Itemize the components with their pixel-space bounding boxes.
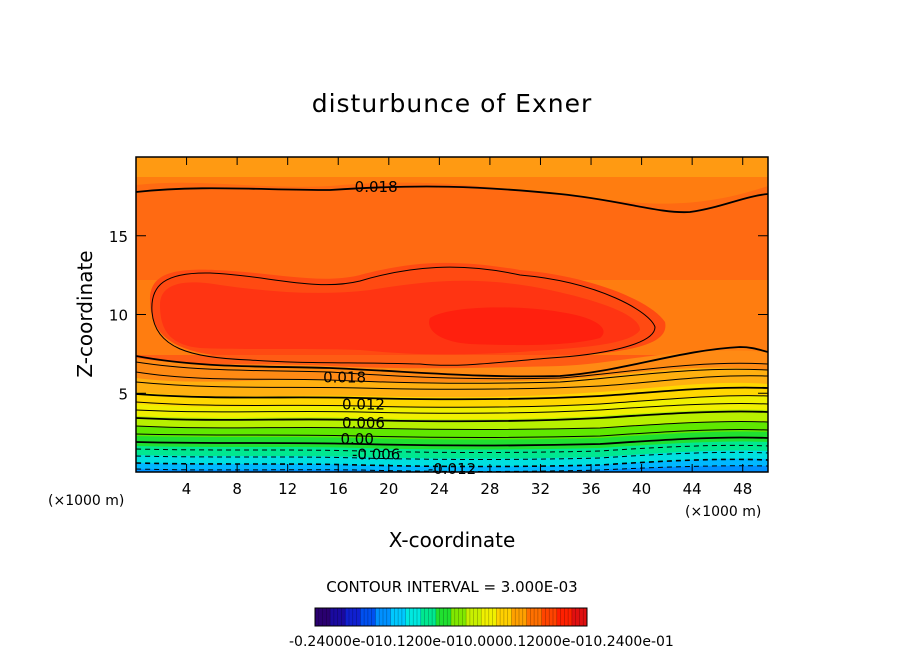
- contour-label-3: 0.006: [342, 414, 385, 432]
- contour-label-4: 0.00: [340, 430, 373, 448]
- x-units-left: (×1000 m): [48, 493, 124, 509]
- y-axis-label: Z-coordinate: [73, 250, 97, 377]
- colorbar-swatch-1: [330, 608, 346, 626]
- x-tick-label-7: 32: [531, 480, 550, 498]
- colorbar-swatch-9: [451, 608, 467, 626]
- y-tick-label-2: 15: [109, 228, 128, 246]
- colorbar-swatch-13: [511, 608, 528, 626]
- colorbar-swatch-8: [435, 608, 452, 626]
- colorbar-frame: [314, 607, 588, 627]
- colorbar-swatch-17: [571, 608, 588, 626]
- y-tick-label-0: 5: [118, 385, 128, 403]
- colorbar-swatch-15: [541, 608, 558, 626]
- x-units-right: (×1000 m): [685, 504, 761, 520]
- contour-fill: [136, 157, 768, 472]
- x-tick-label-10: 44: [683, 480, 702, 498]
- colorbar-swatch-0: [315, 608, 331, 626]
- contour-label-2: 0.012: [342, 395, 385, 413]
- contour-lines: [136, 185, 768, 472]
- x-tick-label-3: 16: [329, 480, 348, 498]
- x-tick-label-4: 20: [379, 480, 398, 498]
- x-axis: 4 8 12 16 20 24 28 32 36 40 44 48: [182, 157, 752, 498]
- x-tick-label-9: 40: [632, 480, 651, 498]
- colorbar-swatch-7: [420, 608, 437, 626]
- colorbar-swatch-12: [496, 608, 512, 626]
- x-tick-label-6: 28: [480, 480, 499, 498]
- y-tick-label-1: 10: [109, 307, 128, 325]
- x-tick-label-0: 4: [182, 480, 192, 498]
- x-tick-label-8: 36: [581, 480, 600, 498]
- colorbar-swatch-4: [375, 608, 392, 626]
- contour-label-6: -0.012: [428, 460, 476, 478]
- colorbar-swatch-11: [481, 608, 497, 626]
- contour-interval-text: CONTOUR INTERVAL = 3.000E-03: [326, 578, 577, 596]
- colorbar: [315, 608, 588, 626]
- x-axis-label: X-coordinate: [389, 528, 516, 552]
- contour-label-1: 0.018: [323, 369, 366, 387]
- x-tick-label-2: 12: [278, 480, 297, 498]
- chart-title: disturbunce of Exner: [312, 89, 593, 118]
- contour-label-0: 0.018: [355, 178, 398, 196]
- y-axis: 5 10 15: [109, 228, 768, 403]
- colorbar-swatch-5: [390, 608, 407, 626]
- x-tick-label-1: 8: [232, 480, 242, 498]
- colorbar-swatch-2: [345, 608, 361, 626]
- colorbar-swatch-16: [556, 608, 573, 626]
- colorbar-swatch-14: [526, 608, 543, 626]
- colorbar-labels: -0.24000e-010.1200e-010.0000.12000e-010.…: [289, 634, 674, 650]
- x-tick-label-11: 48: [733, 480, 752, 498]
- contour-label-5: -0.006: [352, 446, 400, 464]
- colorbar-swatch-10: [466, 608, 482, 626]
- colorbar-swatch-3: [360, 608, 376, 626]
- x-tick-label-5: 24: [430, 480, 449, 498]
- colorbar-swatch-6: [405, 608, 422, 626]
